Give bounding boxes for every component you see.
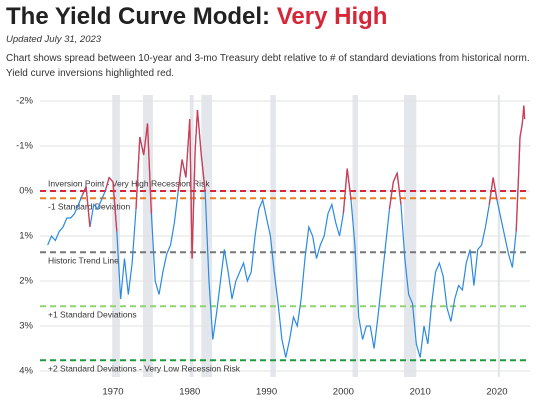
inversion-segment: [85, 186, 91, 228]
reference-label: +1 Standard Deviations: [48, 309, 137, 319]
y-tick-label: -1%: [16, 141, 33, 152]
y-tick-label: 3%: [19, 321, 33, 332]
inversion-segment: [519, 123, 523, 138]
y-tick-label: -2%: [16, 96, 33, 107]
chart: -2% -1% 0% 1% 2% 3% 4% 1970 1980 1990 2000 2010 2020…: [16, 95, 530, 398]
inversion-segment: [194, 109, 199, 151]
inversion-segment: [392, 172, 398, 183]
y-tick-label: 2%: [19, 276, 33, 287]
reference-label: -1 Standard Deviation: [48, 201, 130, 211]
x-tick-label: 1990: [256, 387, 277, 398]
inversion-segment: [112, 181, 118, 232]
y-tick-label: 1%: [19, 231, 33, 242]
inversion-segment: [135, 136, 141, 210]
spread-line: [47, 105, 526, 358]
inversion-segment: [189, 118, 193, 259]
reference-label: Historic Trend Line: [48, 255, 119, 265]
inversion-segment: [191, 150, 196, 259]
inversion-segment: [146, 123, 153, 214]
header: The Yield Curve Model: Very High Updated…: [6, 0, 531, 81]
inversion-segment: [185, 118, 191, 178]
x-tick-label: 1970: [102, 387, 123, 398]
inversion-segment: [492, 177, 498, 201]
inversion-segment: [517, 136, 521, 178]
chart-title: The Yield Curve Model:: [6, 3, 271, 30]
inversion-segment: [139, 136, 145, 156]
inversion-segment: [200, 154, 206, 192]
description: Chart shows spread between 10-year and 3…: [6, 53, 530, 79]
inversion-segment: [388, 181, 394, 210]
inversion-segment: [515, 177, 520, 232]
y-tick-label: 0%: [19, 186, 33, 197]
x-tick-label: 2000: [333, 387, 354, 398]
x-tick-label: 2020: [486, 387, 507, 398]
inversion-segment: [346, 168, 352, 201]
inversion-segment: [81, 186, 87, 196]
title-highlight: Very High: [276, 3, 388, 30]
title-row: The Yield Curve Model: Very High: [6, 2, 531, 32]
y-tick-label: 4%: [19, 366, 33, 377]
inversion-segment: [523, 105, 526, 120]
reference-label: Inversion Point - Very High Recession Ri…: [48, 178, 210, 188]
subtitle: Updated July 31, 2023: [6, 34, 102, 45]
inversion-segment: [177, 159, 183, 192]
inversion-segment: [342, 168, 348, 214]
inversion-segment: [196, 109, 202, 156]
inversion-segment: [104, 177, 110, 192]
inversion-segment: [396, 172, 402, 205]
inversion-segment: [108, 177, 114, 183]
inversion-segment: [181, 159, 187, 178]
x-tick-label: 2010: [410, 387, 431, 398]
inversion-segment: [143, 123, 149, 156]
reference-label: +2 Standard Deviations - Very Low Recess…: [48, 363, 241, 373]
inversion-segment: [488, 177, 494, 205]
x-tick-label: 1980: [179, 387, 200, 398]
